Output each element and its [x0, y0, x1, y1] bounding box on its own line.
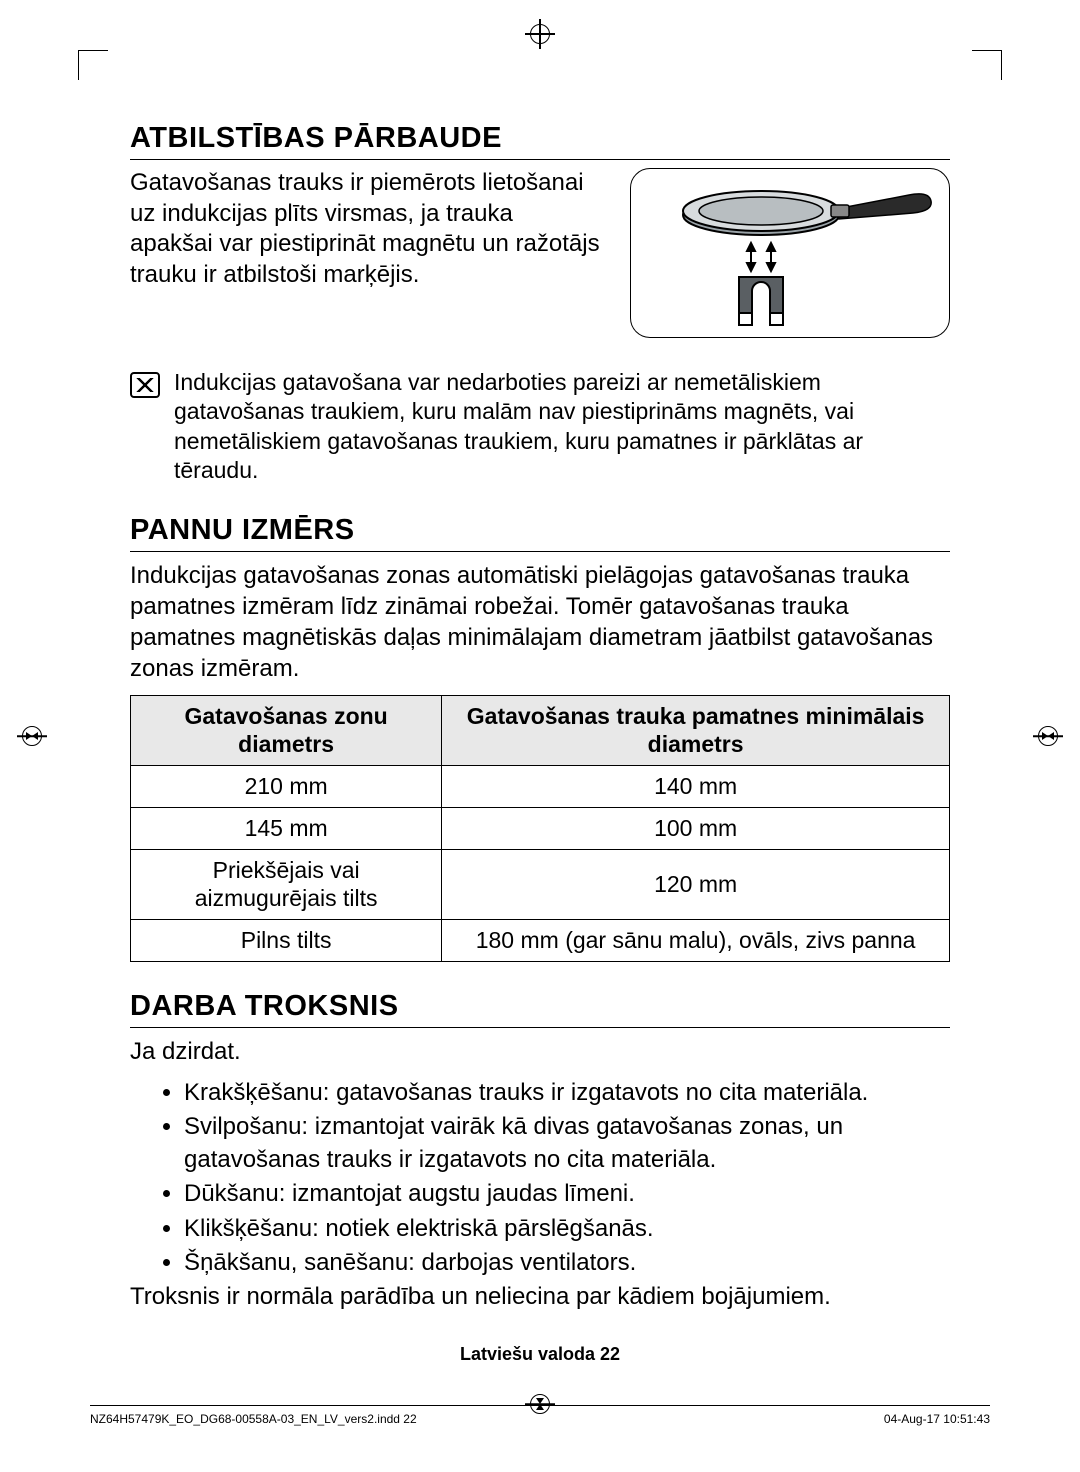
page-content: ATBILSTĪBAS PĀRBAUDE Gatavošanas trauks …: [130, 122, 950, 1365]
section-pan-size: PANNU IZMĒRS Indukcijas gatavošanas zona…: [130, 514, 950, 962]
section-noise: DARBA TROKSNIS Ja dzirdat. Krakšķēšanu: …: [130, 990, 950, 1313]
table-cell: 100 mm: [442, 807, 950, 849]
section-suitability: ATBILSTĪBAS PĀRBAUDE Gatavošanas trauks …: [130, 122, 950, 486]
list-item: Svilpošanu: izmantojat vairāk kā divas g…: [184, 1111, 950, 1176]
noise-closing: Troksnis ir normāla parādība un neliecin…: [130, 1281, 950, 1312]
table-cell: 120 mm: [442, 849, 950, 920]
table-cell: Priekšējais vai aizmugurējais tilts: [131, 849, 442, 920]
page-number-label: Latviešu valoda 22: [130, 1344, 950, 1365]
note-text: Indukcijas gatavošana var nedarboties pa…: [174, 368, 950, 486]
list-item: Dūkšanu: izmantojat augstu jaudas līmeni…: [184, 1178, 950, 1210]
table-cell: 180 mm (gar sānu malu), ovāls, zivs pann…: [442, 920, 950, 962]
noise-lead: Ja dzirdat.: [130, 1036, 950, 1067]
footer-filename: NZ64H57479K_EO_DG68-00558A-03_EN_LV_vers…: [90, 1412, 417, 1426]
footer-timestamp: 04-Aug-17 10:51:43: [884, 1412, 990, 1426]
heading-suitability: ATBILSTĪBAS PĀRBAUDE: [130, 122, 950, 160]
crop-corner-top-left: [78, 50, 108, 80]
table-row: 145 mm 100 mm: [131, 807, 950, 849]
table-row: 210 mm 140 mm: [131, 766, 950, 808]
table-cell: 145 mm: [131, 807, 442, 849]
print-footer: NZ64H57479K_EO_DG68-00558A-03_EN_LV_vers…: [90, 1405, 990, 1426]
pan-size-table: Gatavošanas zonu diametrs Gatavošanas tr…: [130, 695, 950, 962]
table-header-row: Gatavošanas zonu diametrs Gatavošanas tr…: [131, 695, 950, 766]
table-row: Priekšējais vai aizmugurējais tilts 120 …: [131, 849, 950, 920]
pan-size-intro: Indukcijas gatavošanas zonas automātiski…: [130, 560, 950, 685]
note-icon: [130, 372, 160, 398]
noise-list: Krakšķēšanu: gatavošanas trauks ir izgat…: [130, 1077, 950, 1279]
table-cell: 210 mm: [131, 766, 442, 808]
intro-text: Gatavošanas trauks ir piemērots lietošan…: [130, 168, 600, 291]
list-item: Šņākšanu, sanēšanu: darbojas ventilators…: [184, 1247, 950, 1279]
heading-pan-size: PANNU IZMĒRS: [130, 514, 950, 552]
heading-noise: DARBA TROKSNIS: [130, 990, 950, 1028]
list-item: Klikšķēšanu: notiek elektriskā pārslēgša…: [184, 1213, 950, 1245]
table-row: Pilns tilts 180 mm (gar sānu malu), ovāl…: [131, 920, 950, 962]
crop-corner-top-right: [972, 50, 1002, 80]
table-cell: Pilns tilts: [131, 920, 442, 962]
list-item: Krakšķēšanu: gatavošanas trauks ir izgat…: [184, 1077, 950, 1109]
table-header-col2: Gatavošanas trauka pamatnes minimālais d…: [442, 695, 950, 766]
pan-magnet-illustration: [630, 168, 950, 338]
registration-mark-top: [530, 24, 550, 44]
registration-mark-right: [1038, 726, 1058, 746]
table-cell: 140 mm: [442, 766, 950, 808]
registration-mark-left: [22, 726, 42, 746]
table-header-col1: Gatavošanas zonu diametrs: [131, 695, 442, 766]
